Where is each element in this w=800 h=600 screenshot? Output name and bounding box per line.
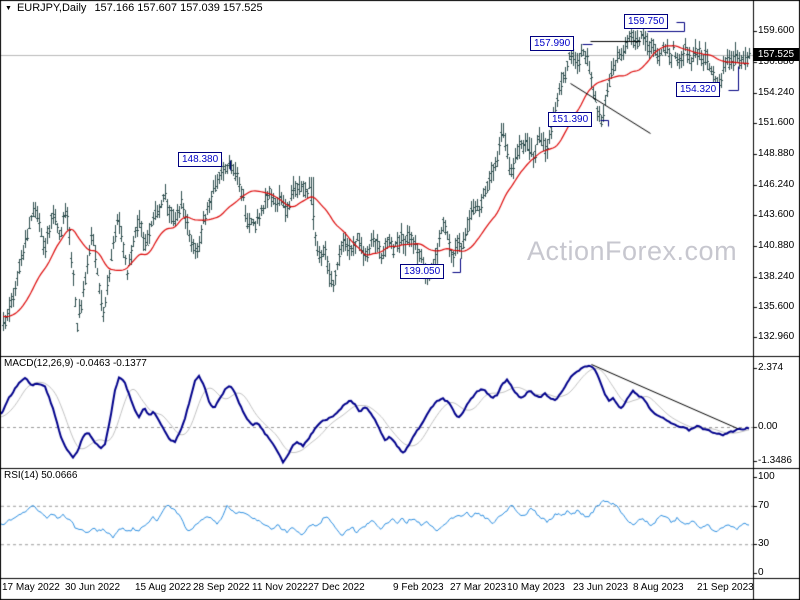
price-annotation-159.750[interactable]: 159.750 [624, 14, 669, 29]
price-annotation-139.050[interactable]: 139.050 [400, 264, 445, 279]
price-axis-label: 148.880 [758, 148, 795, 159]
symbol-dropdown-icon[interactable]: ▼ [5, 5, 12, 12]
price-annotation-157.990[interactable]: 157.990 [530, 36, 575, 51]
rsi-axis-label: 100 [758, 471, 775, 482]
symbol-period-label: EURJPY,Daily [16, 2, 87, 14]
date-axis-label: 27 Mar 2023 [450, 582, 507, 593]
date-axis-label: 27 Dec 2022 [308, 582, 365, 593]
date-axis-label: 28 Sep 2022 [193, 582, 250, 593]
price-axis-label: 146.240 [758, 179, 795, 190]
date-axis-label: 8 Aug 2023 [633, 582, 684, 593]
price-axis-label: 132.960 [758, 331, 795, 342]
rsi-indicator-label: RSI(14) 50.0666 [4, 470, 78, 481]
macd-axis-label: -1.3486 [758, 455, 792, 466]
ohlc-values: 157.166 157.607 157.039 157.525 [94, 2, 263, 14]
price-axis-label: 156.880 [758, 56, 795, 67]
date-axis-label: 30 Jun 2022 [65, 582, 121, 593]
date-axis-label: 15 Aug 2022 [135, 582, 192, 593]
price-axis-label: 143.600 [758, 209, 795, 220]
price-axis-label: 159.600 [758, 25, 795, 36]
watermark: ActionForex.com [527, 236, 738, 266]
date-axis-label: 17 May 2022 [2, 582, 60, 593]
current-price-tag: 157.525 [753, 48, 799, 61]
price-axis-label: 135.600 [758, 301, 795, 312]
rsi-axis-label: 70 [758, 500, 770, 511]
rsi-axis-label: 30 [758, 538, 770, 549]
macd-axis-label: 2.374 [758, 362, 784, 373]
price-axis-label: 151.600 [758, 117, 795, 128]
macd-axis-label: 0.00 [758, 421, 778, 432]
price-axis-label: 140.880 [758, 240, 795, 251]
date-axis-label: 11 Nov 2022 [252, 582, 308, 593]
price-axis-label: 154.240 [758, 87, 795, 98]
chart-title: ▼ EURJPY,Daily 157.166 157.607 157.039 157… [5, 3, 263, 14]
macd-indicator-label: MACD(12,26,9) -0.0463 -0.1377 [4, 358, 147, 369]
date-axis-label: 10 May 2023 [507, 582, 565, 593]
date-axis-label: 23 Jun 2023 [573, 582, 629, 593]
price-axis-label: 138.240 [758, 271, 795, 282]
rsi-axis-label: 0 [758, 567, 764, 578]
price-annotation-154.320[interactable]: 154.320 [676, 82, 721, 97]
date-axis-label: 9 Feb 2023 [393, 582, 444, 593]
date-axis-label: 21 Sep 2023 [697, 582, 754, 593]
price-annotation-151.390[interactable]: 151.390 [548, 112, 593, 127]
price-annotation-148.380[interactable]: 148.380 [178, 152, 223, 167]
